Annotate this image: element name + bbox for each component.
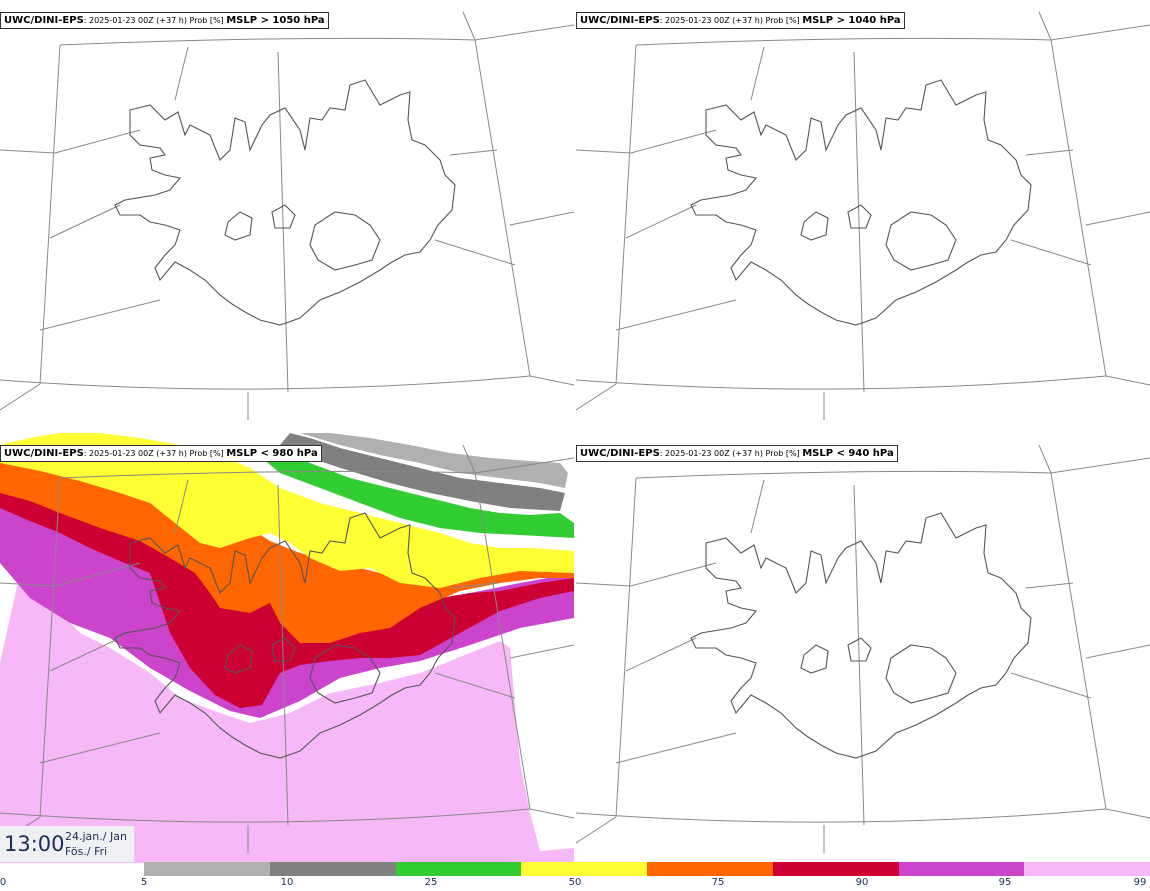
band-5	[300, 433, 568, 488]
valid-time: 13:00	[4, 832, 65, 856]
panel-title: UWC/DINI-EPS: 2025-01-23 00Z (+37 h) Pro…	[0, 445, 322, 462]
map-980	[0, 433, 574, 863]
map-panel-940: UWC/DINI-EPS: 2025-01-23 00Z (+37 h) Pro…	[576, 433, 1150, 863]
map-panel-980: UWC/DINI-EPS: 2025-01-23 00Z (+37 h) Pro…	[0, 433, 574, 863]
valid-day: Fös./ Fri	[65, 845, 108, 858]
legend-tick-label: 25	[424, 877, 438, 888]
legend-segment	[144, 862, 270, 876]
legend-tick-label: 95	[998, 877, 1012, 888]
legend-tick-label: 75	[711, 877, 725, 888]
panel-title: UWC/DINI-EPS: 2025-01-23 00Z (+37 h) Pro…	[576, 12, 905, 29]
probability-legend: 0 5 10 25 50 75 90 95 99	[0, 862, 1150, 891]
legend-tick-label: 0	[0, 877, 7, 888]
map-1040	[576, 11, 1150, 421]
legend-segment	[269, 862, 396, 876]
legend-colorbar	[144, 862, 1150, 876]
legend-tick-label: 90	[855, 877, 869, 888]
panel-title: UWC/DINI-EPS: 2025-01-23 00Z (+37 h) Pro…	[0, 12, 329, 29]
map-panel-1040: UWC/DINI-EPS: 2025-01-23 00Z (+37 h) Pro…	[576, 0, 1150, 430]
band-25	[250, 448, 574, 538]
legend-tick-label: 5	[140, 877, 148, 888]
panel-title: UWC/DINI-EPS: 2025-01-23 00Z (+37 h) Pro…	[576, 445, 898, 462]
legend-tick-label: 99	[1133, 877, 1147, 888]
valid-date: 24.jan./ Jan	[65, 830, 127, 843]
legend-segment	[1024, 862, 1150, 876]
legend-segment	[521, 862, 647, 876]
legend-segment	[647, 862, 773, 876]
legend-segment	[772, 862, 899, 876]
band-50	[0, 433, 574, 588]
legend-tick-label: 10	[280, 877, 294, 888]
legend-tick-label: 50	[568, 877, 582, 888]
band-99	[0, 573, 574, 863]
band-75	[0, 458, 574, 643]
map-940	[576, 444, 1150, 854]
map-1050	[0, 11, 574, 421]
legend-segment	[395, 862, 522, 876]
map-panel-1050: UWC/DINI-EPS: 2025-01-23 00Z (+37 h) Pro…	[0, 0, 574, 430]
legend-segment	[898, 862, 1025, 876]
valid-time-box: 13:00 24.jan./ Jan Fös./ Fri	[0, 826, 134, 862]
